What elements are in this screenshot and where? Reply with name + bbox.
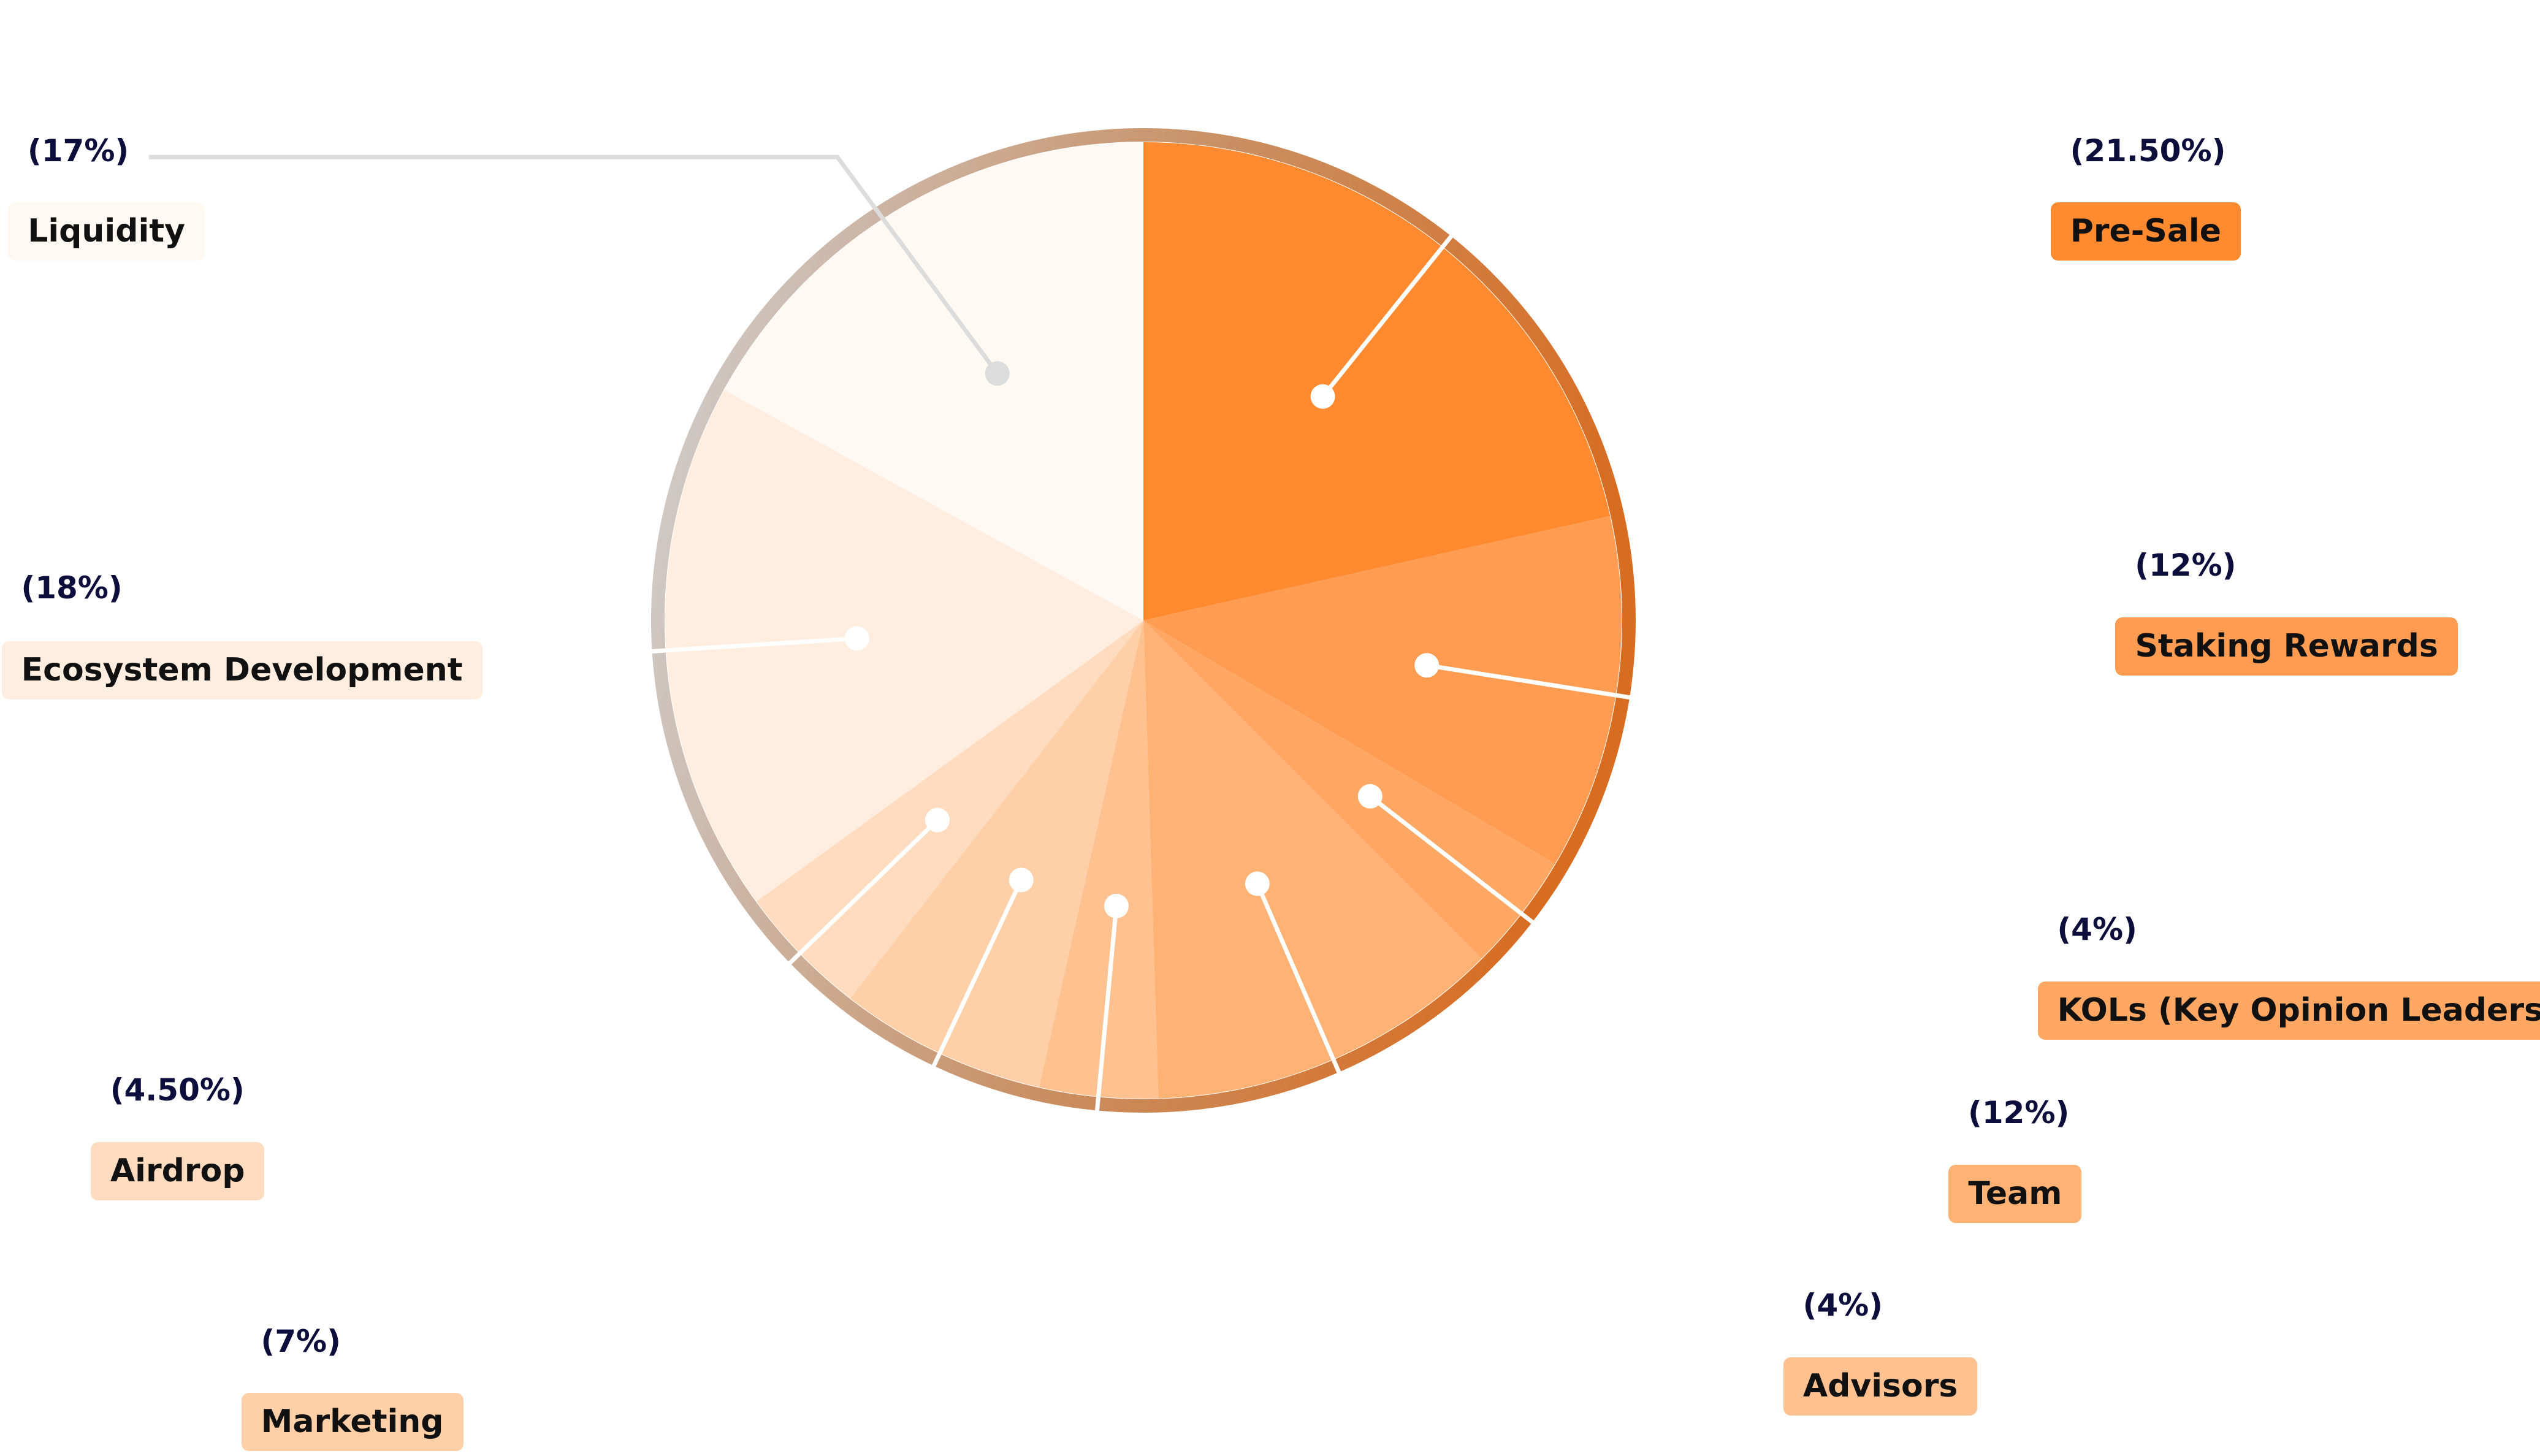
leader-dot [844,626,869,651]
category-label: Airdrop [90,1142,265,1200]
leader-line [1255,883,1341,1073]
leader-dot [1104,893,1129,918]
category-label: Liquidity [8,202,205,261]
value-label: (17%) [27,132,129,169]
leader-line [788,818,939,965]
category-label: Marketing [241,1393,463,1452]
category-label: Ecosystem Development [1,641,482,700]
pie-ring [651,128,1636,1113]
leader-line [931,879,1023,1067]
pie-slice [1143,620,1482,1099]
pie-slice [1039,620,1159,1099]
leader-line [149,154,999,375]
pie-slice [1143,516,1622,864]
leader-dot [1009,867,1034,893]
value-label: (4.50%) [110,1072,245,1108]
pie-slice [1143,620,1555,959]
leader-dot [1245,871,1270,896]
value-label: (12%) [1968,1094,2070,1130]
category-label: KOLs (Key Opinion Leaders) [2037,981,2540,1040]
leader-line [1426,663,1631,700]
value-label: (7%) [261,1323,341,1359]
value-label: (4%) [1802,1287,1883,1324]
value-label: (4%) [2057,912,2137,948]
value-label: (21.50%) [2070,132,2226,169]
value-label: (18%) [21,570,123,606]
category-label: Pre-Sale [2050,202,2241,261]
leader-dot [1310,384,1335,409]
leader-dot [1357,783,1383,809]
leader-line [1368,795,1534,924]
pie-slice [1143,142,1611,620]
category-label: Team [1948,1164,2082,1223]
category-label: Staking Rewards [2115,617,2458,676]
pie-slice [665,390,1143,902]
category-label: Advisors [1783,1357,1978,1416]
leader-line [1094,905,1119,1111]
leader-dot [1414,653,1440,678]
pie-slice [850,620,1143,1088]
leader-dot [985,361,1010,386]
pie-slice [724,142,1143,620]
value-label: (12%) [2135,547,2237,583]
leader-dot [925,807,950,833]
leader-line [1321,234,1454,398]
leader-line [651,636,858,654]
